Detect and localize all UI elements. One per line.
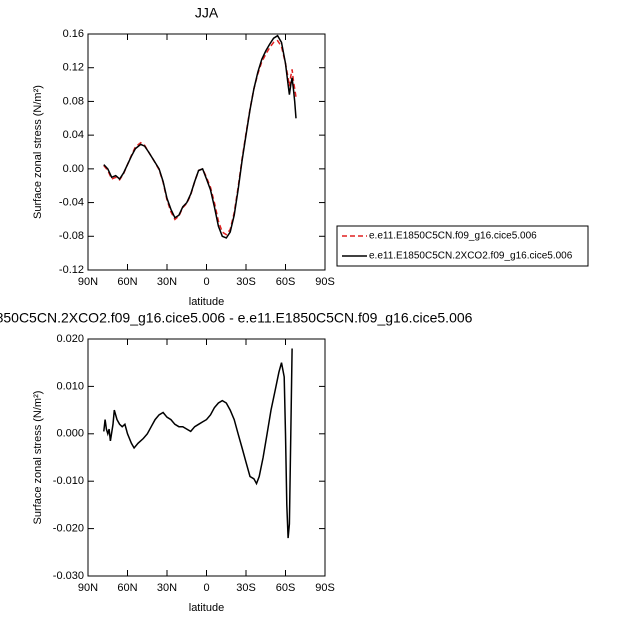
y-tick-label: 0.16: [63, 28, 84, 40]
y-tick-label: -0.04: [59, 196, 84, 208]
y-tick-label: 0.00: [63, 163, 84, 175]
x-tick-label: 90N: [78, 276, 98, 288]
y-tick-label: -0.020: [53, 523, 84, 535]
y-tick-label: 0.010: [56, 380, 84, 392]
y-tick-label: -0.030: [53, 570, 84, 582]
x-tick-label: 90N: [78, 582, 98, 594]
plot-frame: [87, 338, 326, 577]
x-tick-label: 30S: [236, 582, 256, 594]
legend-label: e.e11.E1850C5CN.f09_g16.cice5.006: [369, 231, 537, 242]
x-tick-label: 60S: [276, 582, 296, 594]
x-tick-label: 0: [203, 582, 209, 594]
x-tick-label: 60N: [117, 276, 137, 288]
y-tick-label: -0.010: [53, 475, 84, 487]
y-tick-label: -0.08: [59, 230, 84, 242]
x-axis-label: latitude: [189, 296, 224, 308]
x-tick-label: 90S: [315, 276, 335, 288]
data-line: [103, 348, 293, 539]
y-tick-label: 0.08: [63, 95, 84, 107]
y-tick-label: 0.000: [56, 428, 84, 440]
x-tick-label: 0: [203, 276, 209, 288]
data-line: [103, 34, 297, 239]
x-axis-label: latitude: [189, 602, 224, 614]
x-tick-label: 60N: [117, 582, 137, 594]
y-tick-label: 0.12: [63, 62, 84, 74]
x-tick-label: 30N: [157, 582, 177, 594]
y-tick-label: 0.020: [56, 333, 84, 345]
chart-title: JJA: [195, 5, 219, 21]
x-tick-label: 30N: [157, 276, 177, 288]
y-axis-label: Surface zonal stress (N/m²): [32, 85, 44, 219]
y-tick-label: -0.12: [59, 264, 84, 276]
data-line: [103, 39, 297, 236]
x-tick-label: 30S: [236, 276, 256, 288]
y-axis-label: Surface zonal stress (N/m²): [32, 391, 44, 525]
chart-title: e.e11.E1850C5CN.2XCO2.f09_g16.cice5.006 …: [0, 310, 473, 326]
y-tick-label: 0.04: [63, 129, 84, 141]
plot-frame: [87, 33, 326, 271]
x-tick-label: 60S: [276, 276, 296, 288]
legend-label: e.e11.E1850C5CN.2XCO2.f09_g16.cice5.006: [369, 251, 573, 262]
legend-box: [336, 225, 589, 267]
x-tick-label: 90S: [315, 582, 335, 594]
